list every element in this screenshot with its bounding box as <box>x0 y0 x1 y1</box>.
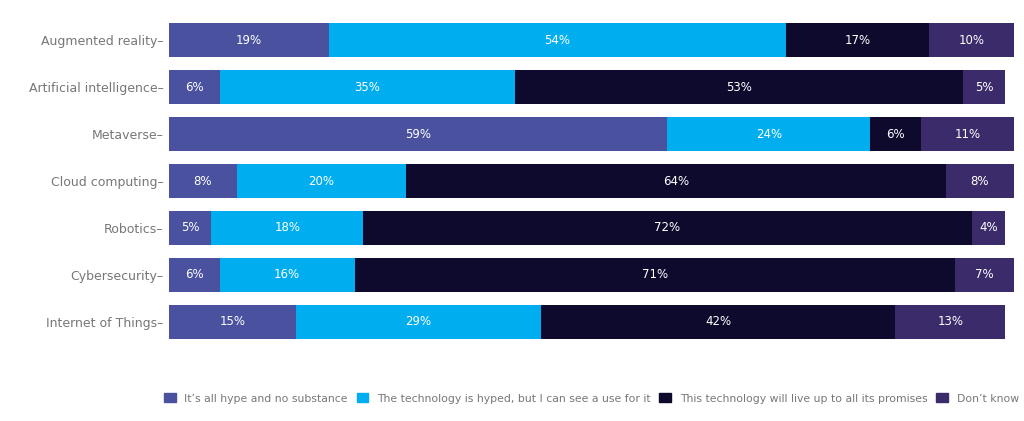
Bar <box>930 24 1014 57</box>
Text: 15%: 15% <box>219 315 246 328</box>
Bar <box>169 70 220 104</box>
Text: 29%: 29% <box>406 315 431 328</box>
Text: 5%: 5% <box>181 221 200 234</box>
Bar <box>355 258 954 292</box>
Text: 10%: 10% <box>958 34 984 47</box>
Text: 8%: 8% <box>194 175 212 187</box>
Bar <box>541 305 895 338</box>
Bar <box>954 258 1014 292</box>
Bar <box>406 164 946 198</box>
Bar <box>220 258 355 292</box>
Bar <box>237 164 406 198</box>
Bar <box>972 211 1006 245</box>
Text: 11%: 11% <box>954 128 980 141</box>
Bar <box>220 70 515 104</box>
Text: 64%: 64% <box>663 175 689 187</box>
Bar <box>169 305 296 338</box>
Bar <box>515 70 963 104</box>
Text: 53%: 53% <box>726 81 753 94</box>
Bar <box>211 211 364 245</box>
Text: 18%: 18% <box>274 221 300 234</box>
Bar <box>668 117 870 151</box>
Bar <box>169 258 220 292</box>
Bar <box>169 211 211 245</box>
Text: 6%: 6% <box>886 128 905 141</box>
Legend: It’s all hype and no substance, The technology is hyped, but I can see a use for: It’s all hype and no substance, The tech… <box>164 393 1019 404</box>
Bar <box>330 24 785 57</box>
Text: 19%: 19% <box>237 34 262 47</box>
Text: 42%: 42% <box>705 315 731 328</box>
Text: 17%: 17% <box>845 34 870 47</box>
Text: 59%: 59% <box>406 128 431 141</box>
Text: 13%: 13% <box>937 315 964 328</box>
Bar <box>169 117 668 151</box>
Text: 72%: 72% <box>654 221 681 234</box>
Text: 4%: 4% <box>979 221 997 234</box>
Text: 5%: 5% <box>975 81 993 94</box>
Text: 8%: 8% <box>971 175 989 187</box>
Text: 35%: 35% <box>354 81 381 94</box>
Bar <box>169 24 330 57</box>
Text: 24%: 24% <box>756 128 782 141</box>
Text: 71%: 71% <box>642 268 668 281</box>
Bar <box>895 305 1006 338</box>
Bar <box>785 24 930 57</box>
Bar <box>364 211 972 245</box>
Text: 7%: 7% <box>975 268 993 281</box>
Bar <box>964 70 1006 104</box>
Text: 16%: 16% <box>274 268 300 281</box>
Bar <box>946 164 1014 198</box>
Text: 6%: 6% <box>185 81 204 94</box>
Bar <box>296 305 541 338</box>
Bar <box>921 117 1014 151</box>
Bar <box>169 164 237 198</box>
Text: 20%: 20% <box>308 175 334 187</box>
Text: 54%: 54% <box>545 34 570 47</box>
Bar <box>870 117 921 151</box>
Text: 6%: 6% <box>185 268 204 281</box>
